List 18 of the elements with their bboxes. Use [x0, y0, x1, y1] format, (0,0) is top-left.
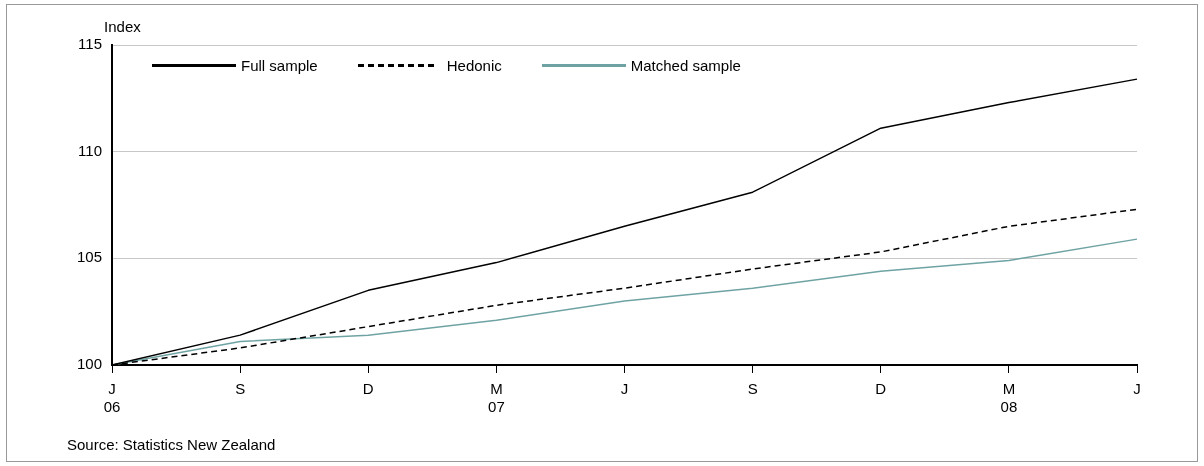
x-tick-label: M 07: [488, 380, 505, 416]
y-tick-label: 105: [77, 248, 103, 266]
x-tick-label: J 06: [103, 380, 121, 416]
source-note: Source: Statistics New Zealand: [67, 436, 276, 453]
y-tick-label: 115: [78, 35, 103, 53]
x-tick-label: S: [235, 380, 246, 398]
x-tick-label: D: [875, 380, 887, 398]
x-tick-label: S: [747, 380, 758, 398]
x-tick-label: M 08: [1000, 380, 1018, 416]
x-tick-label: D: [362, 380, 374, 398]
x-tick-label: J: [1133, 380, 1141, 398]
y-tick-label: 110: [78, 141, 103, 159]
legend-label: Full sample: [241, 57, 318, 74]
y-axis-title: Index: [104, 17, 142, 35]
legend-label: Hedonic: [446, 57, 502, 74]
x-tick-label: J: [620, 380, 629, 398]
y-tick-label: 100: [77, 355, 103, 373]
legend-label: Matched sample: [630, 57, 741, 74]
